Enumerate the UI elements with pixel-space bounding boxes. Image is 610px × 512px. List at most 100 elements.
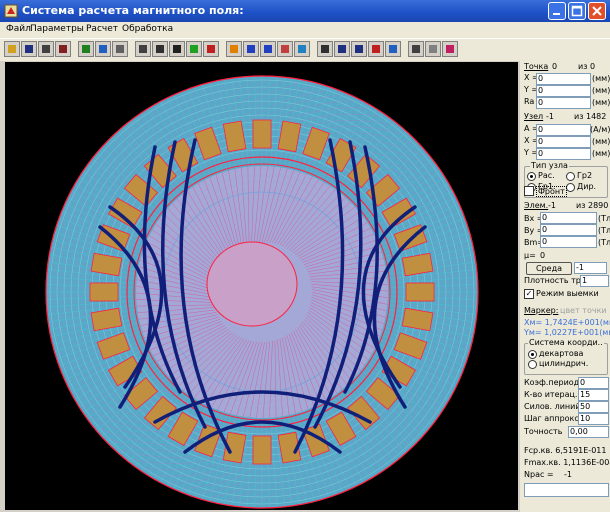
point-y-input[interactable]: 0: [536, 85, 591, 97]
air-gap-outer: [126, 156, 398, 428]
green-icon: [190, 45, 198, 53]
export-button[interactable]: [425, 41, 441, 57]
point-ra-label: Ra: [524, 97, 535, 106]
element-label: Элем.: [524, 201, 549, 210]
print-button[interactable]: [38, 41, 54, 57]
tool-button[interactable]: [385, 41, 401, 57]
point-x-input[interactable]: 0: [536, 73, 591, 85]
doc-icon: [116, 45, 124, 53]
image-icon: [412, 45, 420, 53]
front-checkbox[interactable]: [524, 186, 534, 196]
stator-slot: [123, 377, 159, 411]
fill-button[interactable]: [169, 41, 185, 57]
line-button[interactable]: [334, 41, 350, 57]
contour-button[interactable]: [294, 41, 310, 57]
maximize-icon: [571, 5, 583, 17]
marker-label: Маркер:: [524, 306, 559, 315]
param-period-input[interactable]: 0: [578, 377, 609, 389]
green-button[interactable]: [186, 41, 202, 57]
chart-button[interactable]: [442, 41, 458, 57]
node-a-label: A =: [524, 124, 539, 133]
marker-ym: Yм= 1,0227E+001(мм): [524, 328, 610, 337]
param-accuracy-input[interactable]: 0,00: [568, 426, 609, 438]
stator-slot: [252, 435, 272, 465]
lines-button[interactable]: [277, 41, 293, 57]
circle-button[interactable]: [243, 41, 259, 57]
bx-unit: (Тл: [598, 214, 610, 223]
node-y-input[interactable]: 0: [536, 148, 591, 160]
rotate-button[interactable]: [226, 41, 242, 57]
node-x-label: X =: [524, 136, 539, 145]
medium-input[interactable]: -1: [574, 262, 607, 274]
element-count: 2890: [588, 201, 609, 210]
stator-slot: [401, 307, 434, 332]
model-button[interactable]: [78, 41, 94, 57]
notch-mode-checkbox[interactable]: ✓: [524, 289, 534, 299]
point-icon: [321, 45, 329, 53]
mesh-button[interactable]: [152, 41, 168, 57]
menu-calculation[interactable]: Расчет: [86, 24, 118, 34]
doc-button[interactable]: [112, 41, 128, 57]
field-canvas[interactable]: [5, 62, 518, 510]
element-value: -1: [548, 201, 556, 210]
stator-slot: [222, 120, 247, 153]
open-icon: [8, 45, 16, 53]
minimize-icon: [553, 13, 560, 15]
node-type-rac-radio[interactable]: [527, 172, 536, 181]
point-y-unit: (мм): [592, 86, 610, 95]
cut-button[interactable]: [55, 41, 71, 57]
arc-button[interactable]: [351, 41, 367, 57]
by-input[interactable]: 0: [540, 224, 597, 236]
status-field[interactable]: [524, 483, 609, 497]
marker-hint: цвет точки: [560, 306, 607, 315]
node-type-gr2-radio[interactable]: [566, 172, 575, 181]
maximize-button[interactable]: [568, 2, 586, 20]
menu-parameters[interactable]: Параметры: [30, 24, 84, 34]
export-icon: [429, 45, 437, 53]
current-density-input[interactable]: 1: [580, 275, 609, 287]
node-a-input[interactable]: 0: [536, 124, 591, 136]
cylindrical-radio[interactable]: [528, 360, 537, 369]
field-icon: [264, 45, 272, 53]
open-button[interactable]: [4, 41, 20, 57]
stat-fmax: Fmax.кв. 1,1136E-004: [524, 458, 610, 467]
minimize-button[interactable]: [548, 2, 566, 20]
grid-button[interactable]: [135, 41, 151, 57]
toolbar: [0, 38, 610, 61]
point-button[interactable]: [317, 41, 333, 57]
stat-npac-label: Npac =: [524, 470, 554, 479]
rotor-shaft: [206, 241, 298, 327]
mu-label: μ=: [524, 251, 536, 260]
layers-button[interactable]: [95, 41, 111, 57]
field-button[interactable]: [260, 41, 276, 57]
point-ra-input[interactable]: 0: [536, 97, 591, 109]
close-button[interactable]: [588, 2, 606, 20]
cylindrical-label: цилиндрич.: [539, 359, 589, 368]
field-plot[interactable]: [5, 62, 518, 510]
bm-input[interactable]: 0: [540, 236, 597, 248]
stator-slot: [89, 282, 119, 302]
image-button[interactable]: [408, 41, 424, 57]
rotate-icon: [230, 45, 238, 53]
cartesian-radio[interactable]: [528, 350, 537, 359]
stat-fcp: Fср.кв. 6,5191E-011: [524, 446, 607, 455]
node-x-input[interactable]: 0: [536, 136, 591, 148]
node-type-title: Тип узла: [530, 161, 569, 170]
point-label: Точка: [524, 62, 549, 71]
param-iterations-input[interactable]: 15: [578, 389, 609, 401]
save-button[interactable]: [21, 41, 37, 57]
node-type-rac-label: Рас.: [538, 171, 555, 180]
menu-file[interactable]: Файл: [6, 24, 31, 34]
red-button[interactable]: [203, 41, 219, 57]
medium-button[interactable]: Среда: [526, 262, 572, 275]
delete-button[interactable]: [368, 41, 384, 57]
menu-processing[interactable]: Обработка: [122, 24, 174, 34]
param-step-input[interactable]: 10: [578, 413, 609, 425]
param-lines-input[interactable]: 50: [578, 401, 609, 413]
stator-slot: [123, 173, 159, 207]
app-icon: [4, 4, 18, 18]
bx-input[interactable]: 0: [540, 212, 597, 224]
node-type-dir-radio[interactable]: [566, 183, 575, 192]
node-type-dir-label: Дир.: [577, 182, 597, 191]
field-line: [179, 138, 232, 454]
